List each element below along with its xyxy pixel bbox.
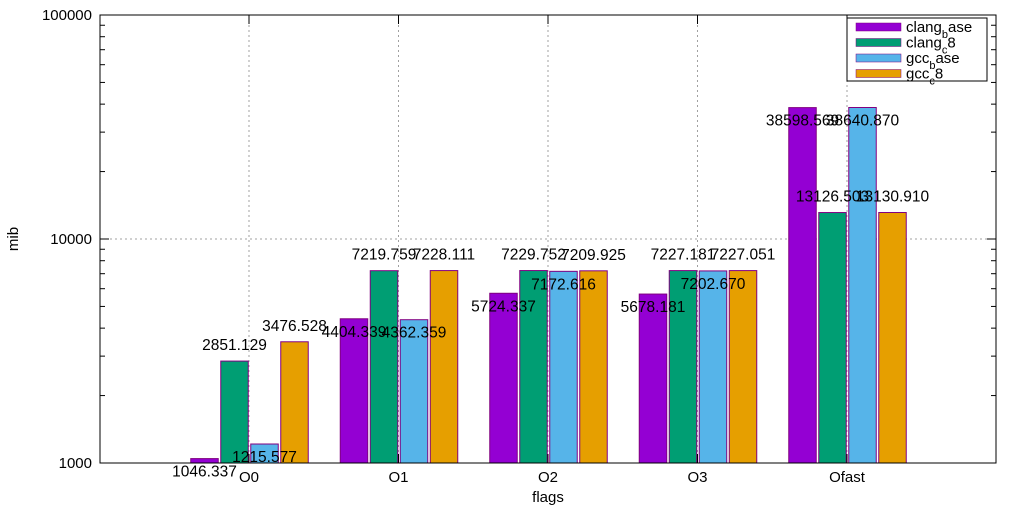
data-label-gcc-base-O2: 7172.616: [531, 276, 596, 293]
data-label-gcc-c8-O3: 7227.051: [711, 247, 776, 264]
bar-clang-c8-O0: [220, 360, 249, 464]
bar-gcc-c8-O1: [429, 270, 459, 464]
bar-clang-base-Ofast: [788, 107, 817, 464]
bar-gcc-c8-O0: [280, 341, 309, 464]
data-label-gcc-c8-O0: 3476.528: [262, 318, 327, 335]
x-tick-label: O0: [239, 469, 259, 486]
data-label-clang-base-O2: 5724.337: [471, 298, 536, 315]
y-tick-label: 10000: [50, 231, 92, 248]
legend-swatch-clang-base: [855, 22, 902, 32]
bar-clang-c8-O2: [519, 270, 548, 464]
legend-swatch-clang-c8: [855, 38, 902, 47]
bar-gcc-c8-O2: [579, 270, 608, 464]
x-tick-label: O2: [538, 469, 558, 486]
data-label-gcc-base-O1: 4362.359: [382, 325, 447, 342]
legend-label-clang-c8: clangc8: [906, 35, 956, 57]
data-label-gcc-c8-Ofast: 13130.910: [856, 189, 930, 206]
x-tick-label: Ofast: [829, 469, 866, 486]
data-label-clang-base-O3: 5678.181: [621, 299, 686, 316]
bar-gcc-c8-O3: [728, 270, 758, 464]
data-label-gcc-c8-O2: 7209.925: [561, 247, 626, 264]
bar-gcc-base-O3: [698, 270, 728, 464]
bar-gcc-base-O1: [399, 319, 429, 464]
bar-clang-base-O3: [638, 293, 668, 464]
data-label-clang-c8-O0: 2851.129: [202, 337, 267, 354]
y-tick-label: 100000: [42, 7, 92, 24]
x-tick-label: O3: [687, 469, 707, 486]
data-labels: 1046.337 4404.339 5724.337 5678.181 38598.56…: [172, 113, 929, 481]
data-label-gcc-c8-O1: 7228.111: [413, 247, 475, 264]
data-label-gcc-base-O0: 1215.577: [232, 449, 297, 466]
data-label-clang-c8-O3: 7227.181: [651, 247, 716, 264]
data-label-clang-base-O0: 1046.337: [172, 464, 237, 481]
legend-swatch-gcc-base: [855, 53, 902, 63]
legend-label-clang-base: clangbase: [906, 19, 972, 41]
y-tick-label: 1000: [59, 455, 92, 472]
data-label-clang-c8-O2: 7229.752: [501, 247, 566, 264]
bar-clang-c8-O1: [369, 270, 399, 464]
bar-clang-base-O0: [190, 458, 219, 464]
bar-gcc-base-Ofast: [848, 107, 877, 464]
bar-clang-base-O2: [489, 292, 518, 464]
legend-label-gcc-c8: gccc8: [906, 66, 943, 88]
bar-gcc-c8-Ofast: [878, 212, 907, 464]
legend-label-gcc-base: gccbase: [906, 50, 960, 72]
x-axis-title: flags: [532, 489, 564, 506]
y-axis-title: mib: [5, 227, 22, 251]
bars: [190, 107, 907, 464]
legend-swatch-gcc-c8: [855, 69, 902, 78]
data-label-gcc-base-Ofast: 38640.870: [826, 113, 900, 130]
data-label-clang-base-Ofast: 38598.569: [766, 113, 839, 130]
data-label-clang-c8-Ofast: 13126.503: [796, 189, 869, 206]
bar-clang-c8-Ofast: [818, 212, 847, 464]
data-label-clang-c8-O1: 7219.759: [352, 247, 417, 264]
axis-ticks: 1000 10000 100000 O0 O1 O2 O3 Ofast: [42, 7, 996, 486]
bar-clang-base-O1: [339, 318, 369, 464]
bar-gcc-base-O2: [549, 270, 578, 464]
data-label-clang-base-O1: 4404.339: [322, 324, 387, 341]
data-label-gcc-base-O3: 7202.670: [681, 276, 746, 293]
x-tick-label: O1: [388, 469, 408, 486]
